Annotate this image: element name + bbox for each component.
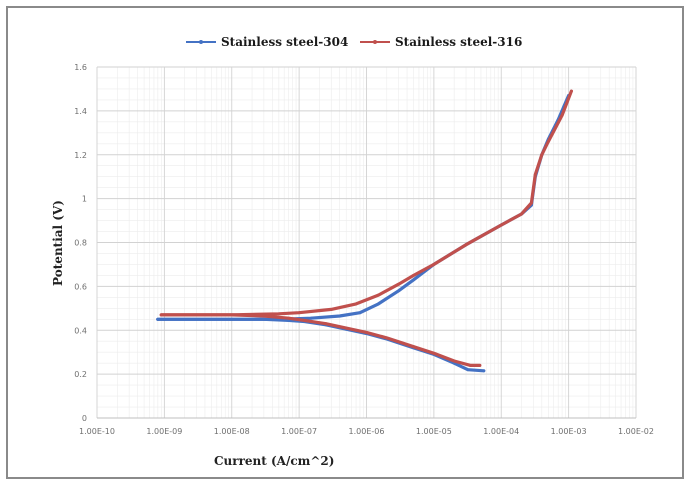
data-point-316: [469, 364, 472, 367]
data-point-316: [377, 293, 380, 297]
y-tick-label: 1.4: [74, 107, 87, 116]
data-point-316: [287, 316, 291, 320]
y-tick-label: 0.8: [74, 239, 87, 248]
y-tick-label: 0.6: [74, 282, 87, 291]
legend-item-316: Stainless steel-316: [360, 35, 522, 49]
x-tick-label: 1.00E-06: [349, 427, 385, 436]
data-point-304: [412, 278, 415, 282]
data-point-316: [478, 364, 482, 367]
x-tick-label: 1.00E-02: [618, 427, 654, 436]
series-316-anodic-line: [159, 89, 574, 317]
data-point-316: [303, 319, 306, 322]
data-point-304: [397, 289, 400, 293]
data-point-316: [354, 302, 358, 306]
series-316-cathodic-line: [159, 313, 482, 367]
y-tick-label: 1.2: [74, 151, 87, 160]
data-point-304: [338, 314, 342, 318]
data-point-316: [432, 263, 436, 266]
x-tick-label: 1.00E-03: [551, 427, 587, 436]
x-tick-label: 1.00E-07: [281, 427, 317, 436]
data-point-304: [482, 369, 486, 373]
data-point-316: [277, 312, 281, 316]
x-axis-title: Current (A/cm^2): [214, 454, 334, 468]
y-tick-label: 1: [82, 195, 87, 204]
legend-item-304: Stainless steel-304: [186, 35, 348, 49]
data-point-304: [163, 317, 166, 321]
data-point-316: [344, 326, 348, 330]
legend-label-304: Stainless steel-304: [221, 35, 348, 49]
x-tick-label: 1.00E-04: [483, 427, 519, 436]
y-tick-label: 0.2: [74, 370, 87, 379]
data-point-304: [466, 368, 470, 372]
legend: Stainless steel-304 Stainless steel-316: [186, 35, 522, 49]
data-point-316: [499, 223, 503, 227]
data-point-316: [464, 243, 468, 247]
y-tick-label: 1.6: [74, 63, 87, 72]
data-point-316: [163, 313, 166, 317]
data-point-316: [520, 212, 523, 216]
data-point-316: [412, 345, 415, 349]
data-point-304: [377, 302, 380, 306]
series-layer: [156, 89, 574, 373]
legend-label-316: Stainless steel-316: [395, 35, 522, 49]
data-point-316: [452, 359, 456, 363]
data-point-304: [309, 316, 313, 320]
data-point-316: [230, 313, 234, 317]
data-point-316: [533, 173, 537, 176]
y-tick-label: 0: [82, 414, 87, 423]
data-point-316: [530, 201, 533, 205]
data-point-316: [540, 153, 544, 157]
data-point-316: [397, 282, 400, 286]
x-tick-label: 1.00E-08: [214, 427, 250, 436]
axes: 1.00E-10 1.00E-09 1.00E-08 1.00E-07 1.00E-06…: [74, 63, 654, 436]
data-point-316: [324, 322, 328, 326]
data-point-316: [385, 336, 389, 340]
legend-marker-304: [199, 40, 203, 44]
legend-marker-316: [373, 40, 377, 44]
x-tick-label: 1.00E-10: [79, 427, 115, 436]
grid: [96, 66, 637, 419]
data-point-316: [412, 274, 415, 277]
x-tick-label: 1.00E-05: [416, 427, 452, 436]
y-tick-label: 0.4: [74, 326, 87, 335]
data-point-316: [560, 113, 564, 117]
data-point-316: [570, 89, 573, 93]
data-point-304: [230, 317, 234, 321]
data-point-316: [297, 311, 301, 315]
y-axis-title: Potential (V): [51, 200, 65, 286]
data-point-316: [159, 313, 163, 317]
data-point-316: [432, 351, 436, 355]
x-tick-label: 1.00E-09: [146, 427, 182, 436]
data-point-316: [365, 331, 368, 334]
data-point-304: [156, 317, 160, 321]
data-point-316: [546, 140, 550, 144]
data-point-304: [358, 311, 362, 315]
data-point-316: [329, 308, 333, 311]
